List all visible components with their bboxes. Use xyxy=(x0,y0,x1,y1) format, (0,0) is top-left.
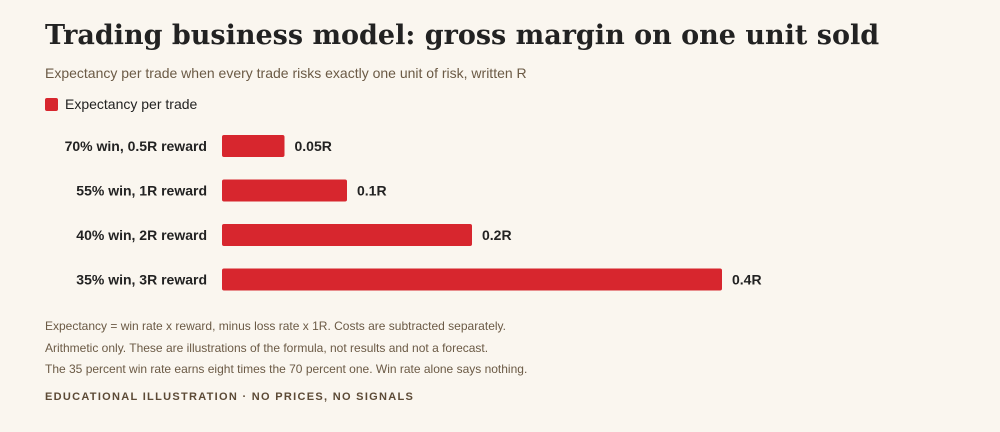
legend: Expectancy per trade xyxy=(45,96,197,112)
note-line: Arithmetic only. These are illustrations… xyxy=(45,340,489,355)
note-line: The 35 percent win rate earns eight time… xyxy=(45,362,528,376)
category-label: 70% win, 0.5R reward xyxy=(65,138,207,154)
note-line: Expectancy = win rate x reward, minus lo… xyxy=(45,319,506,333)
category-label: 55% win, 1R reward xyxy=(76,183,207,199)
bar xyxy=(222,179,347,202)
legend-swatch xyxy=(45,97,58,111)
chart-subtitle: Expectancy per trade when every trade ri… xyxy=(45,65,527,81)
value-label: 0.4R xyxy=(732,272,762,288)
category-label: 40% win, 2R reward xyxy=(76,227,207,243)
value-label: 0.1R xyxy=(357,183,387,199)
bar xyxy=(222,224,472,246)
value-label: 0.2R xyxy=(482,227,512,243)
chart-title: Trading business model: gross margin on … xyxy=(45,20,880,51)
category-label: 35% win, 3R reward xyxy=(76,272,207,288)
bar xyxy=(222,268,722,291)
value-label: 0.05R xyxy=(295,138,332,154)
notes: Expectancy = win rate x reward, minus lo… xyxy=(45,316,527,381)
footer-disclaimer: EDUCATIONAL ILLUSTRATION · NO PRICES, NO… xyxy=(45,391,415,403)
legend-label: Expectancy per trade xyxy=(65,96,198,112)
bar-chart: 70% win, 0.5R reward 0.05R 55% win, 1R rew… xyxy=(65,135,762,291)
bar xyxy=(222,135,285,157)
